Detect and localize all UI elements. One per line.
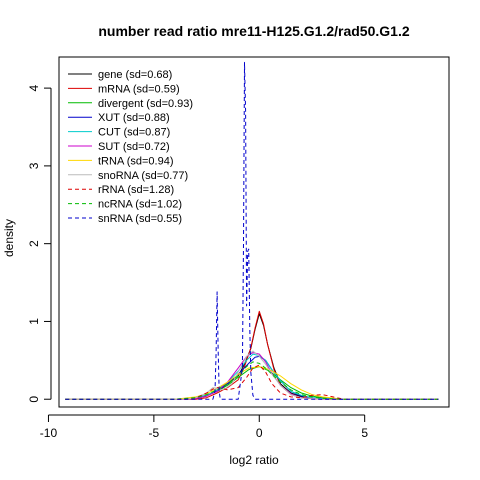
plot-lines <box>65 61 439 400</box>
x-tick-label: 5 <box>361 426 368 440</box>
y-tick-label: 4 <box>27 84 41 91</box>
x-tick-label: -5 <box>149 426 160 440</box>
legend-label: snoRNA (sd=0.77) <box>98 170 188 182</box>
legend-label: CUT (sd=0.87) <box>98 127 170 139</box>
legend-label: gene (sd=0.68) <box>98 69 172 81</box>
x-tick-label: -10 <box>40 426 58 440</box>
legend-label: divergent (sd=0.93) <box>98 98 193 110</box>
legend-label: rRNA (sd=1.28) <box>98 184 174 196</box>
legend-label: tRNA (sd=0.94) <box>98 155 174 167</box>
legend-label: ncRNA (sd=1.02) <box>98 199 182 211</box>
y-tick-label: 3 <box>27 162 41 169</box>
y-tick-label: 1 <box>27 318 41 325</box>
plot-frame <box>58 56 450 408</box>
series-line-10 <box>65 61 439 400</box>
x-tick-label: 0 <box>256 426 263 440</box>
y-axis: 0 1 2 3 4 <box>27 84 52 403</box>
series-line-4 <box>65 353 439 400</box>
y-tick-label: 2 <box>27 240 41 247</box>
legend-label: XUT (sd=0.88) <box>98 112 170 124</box>
legend-label: snRNA (sd=0.55) <box>98 213 182 225</box>
chart-title: number read ratio mre11-H125.G1.2/rad50.… <box>98 23 409 39</box>
legend-label: SUT (sd=0.72) <box>98 141 170 153</box>
y-axis-label: density <box>2 219 16 257</box>
legend: gene (sd=0.68) mRNA (sd=0.59) divergent (s… <box>68 69 193 225</box>
x-axis-label: log2 ratio <box>229 453 279 467</box>
legend-label: mRNA (sd=0.59) <box>98 83 180 95</box>
series-line-9 <box>65 361 439 400</box>
x-axis: -10 -5 0 5 <box>40 414 368 440</box>
y-tick-label: 0 <box>27 396 41 403</box>
series-line-8 <box>65 364 439 400</box>
